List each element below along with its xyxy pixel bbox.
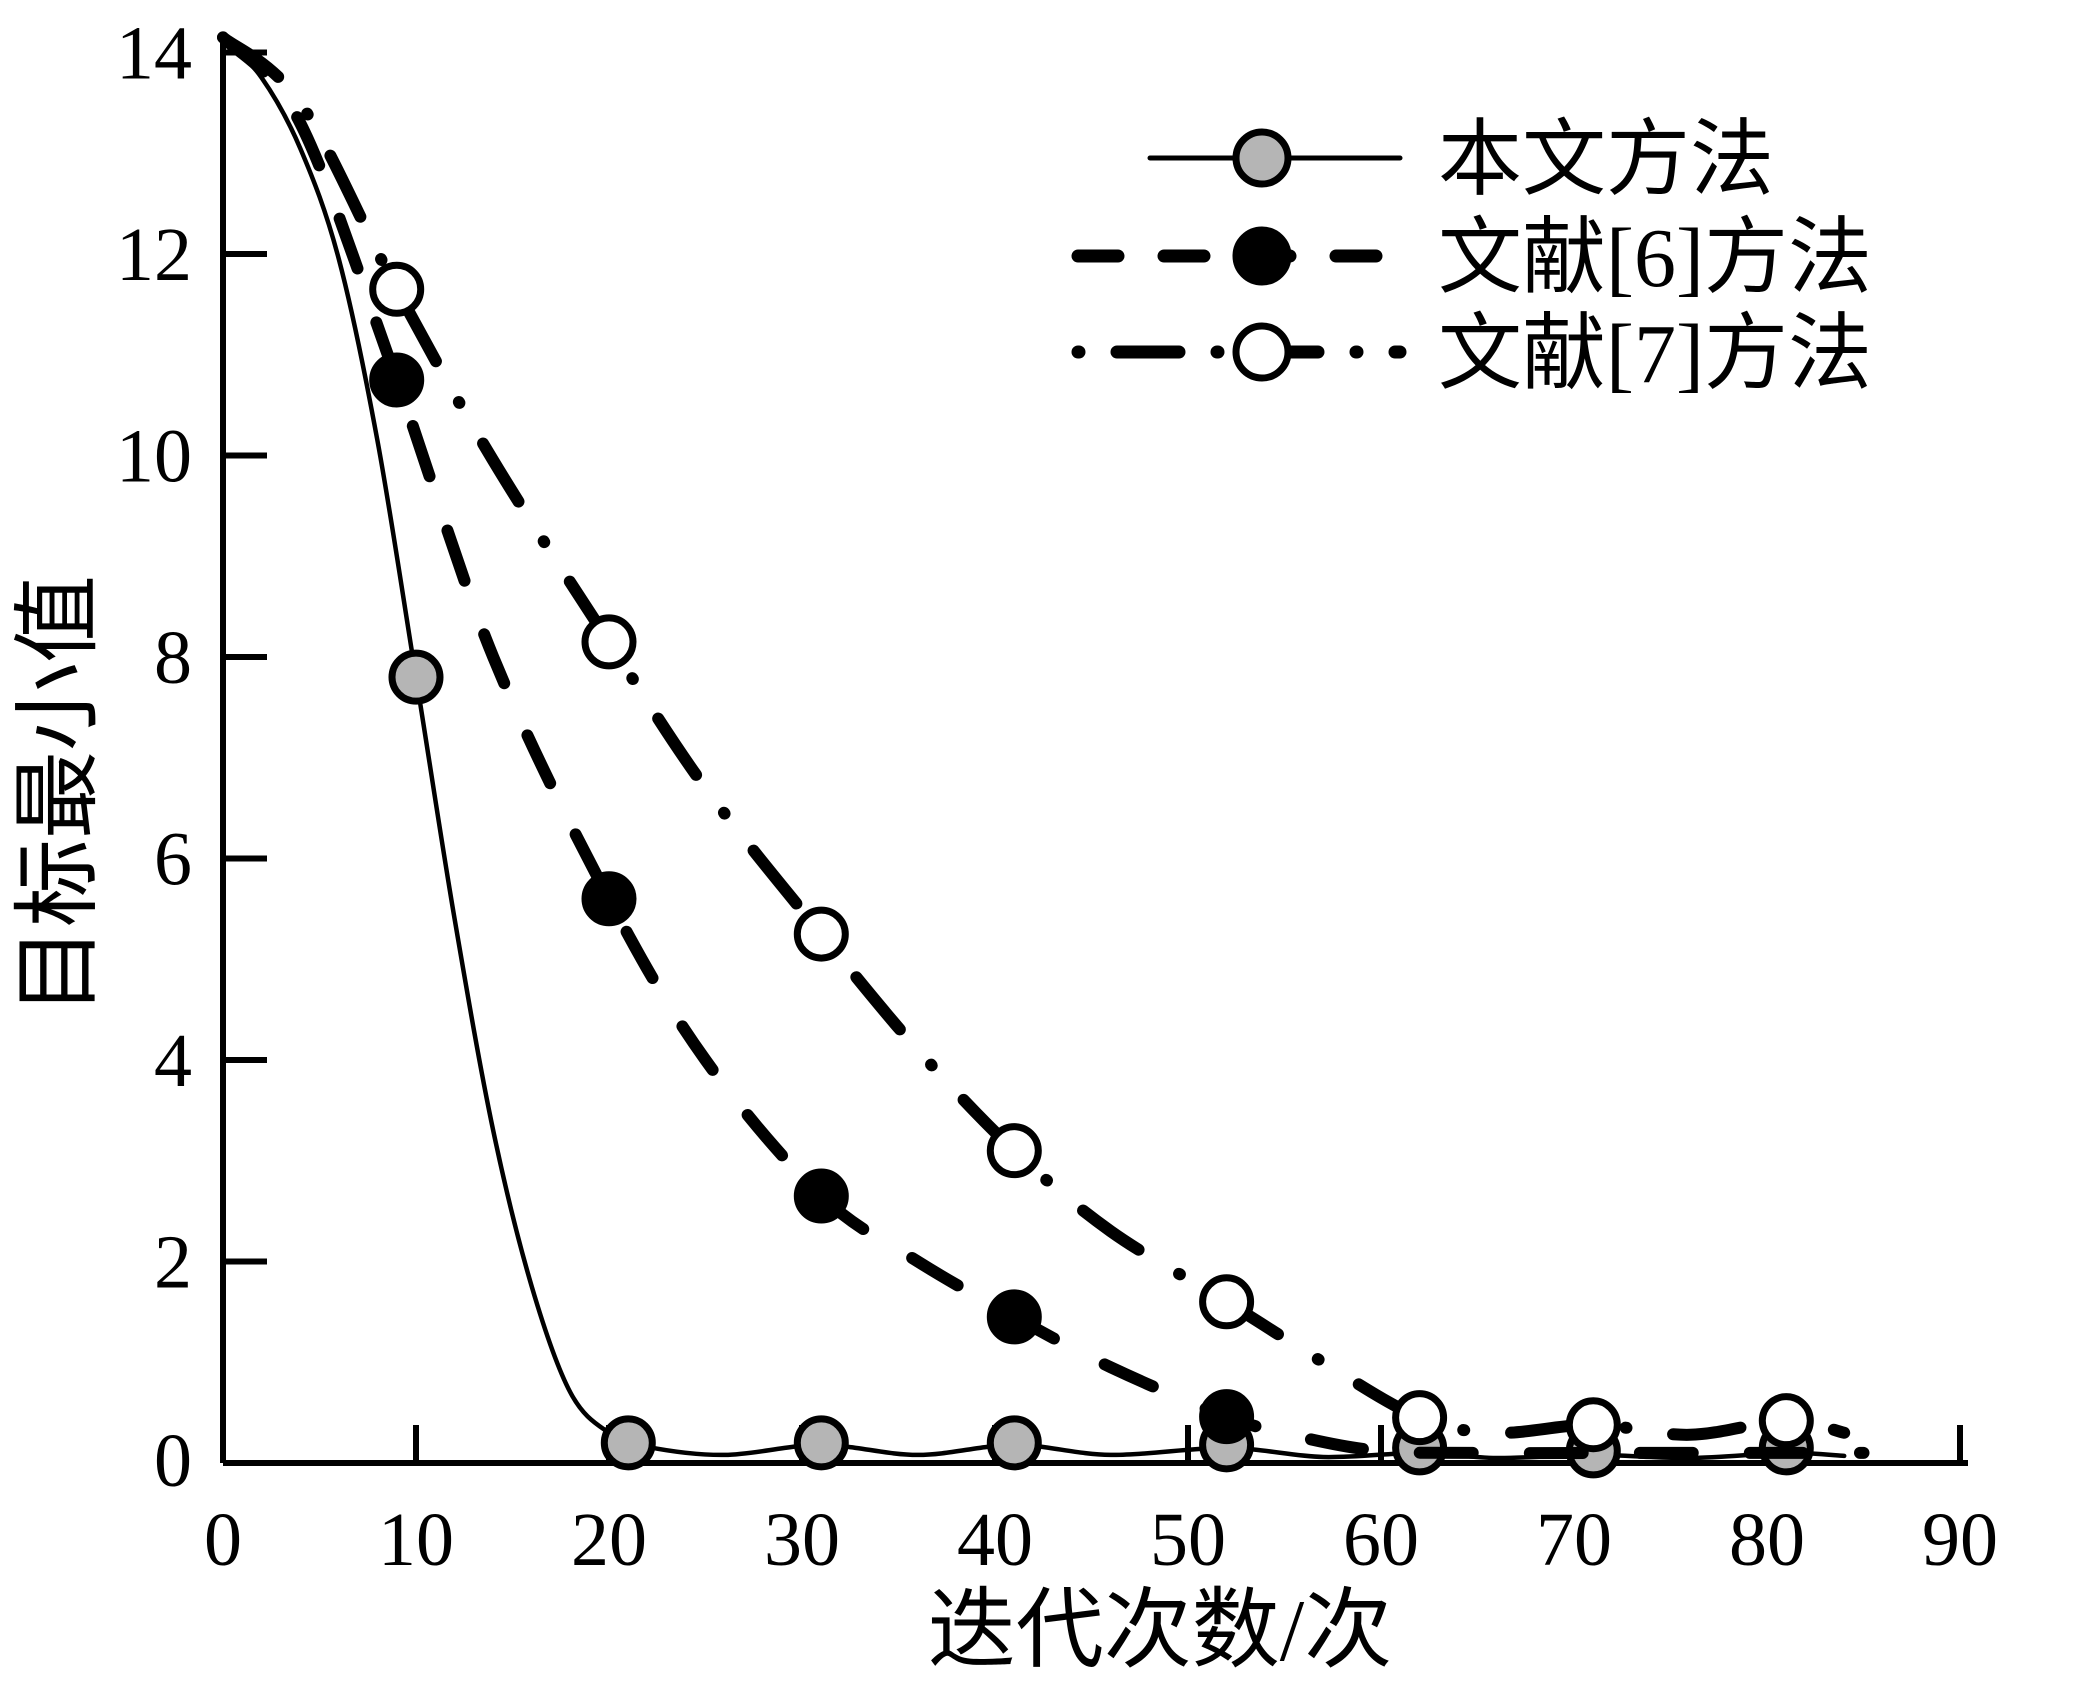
series-2-marker xyxy=(1199,1274,1255,1330)
legend-marker-1 xyxy=(1232,226,1292,286)
x-tick-label: 0 xyxy=(204,1498,242,1582)
y-axis-title: 目标最小值 xyxy=(11,575,108,1015)
y-tick-label: 2 xyxy=(154,1221,192,1305)
axes xyxy=(220,38,1968,1466)
legend-label-1: 文献[6]方法 xyxy=(1438,212,1872,305)
series-2-marker xyxy=(1565,1397,1621,1453)
y-tick-label: 12 xyxy=(116,213,192,297)
legend-marker-2 xyxy=(1232,322,1292,382)
series-1-marker xyxy=(369,352,425,408)
series-2-marker xyxy=(793,906,849,962)
series-1-marker xyxy=(793,1168,849,1224)
series-2-marker xyxy=(986,1123,1042,1179)
series-0-marker xyxy=(600,1415,656,1471)
series-0-marker xyxy=(388,649,444,705)
legend-item-0: 本文方法 xyxy=(1147,114,1774,207)
series-0-marker xyxy=(793,1415,849,1471)
x-tick-label: 70 xyxy=(1536,1498,1612,1582)
x-axis-title: 迭代次数/次 xyxy=(928,1583,1392,1680)
x-tick-label: 20 xyxy=(571,1498,647,1582)
series-1-marker xyxy=(581,871,637,927)
y-tick-label: 6 xyxy=(154,818,192,902)
series-2-marker xyxy=(581,614,637,670)
series-2-marker xyxy=(1392,1390,1448,1446)
tick-labels: 0 10 20 30 40 50 60 70 80 90 0 2 4 6 8 10 12 14 xyxy=(116,12,1998,1583)
series-2-marker xyxy=(1758,1393,1814,1449)
legend-item-2: 文献[7]方法 xyxy=(1071,308,1872,401)
series-0-marker xyxy=(986,1415,1042,1471)
x-tick-label: 60 xyxy=(1343,1498,1419,1582)
series-1-marker xyxy=(1199,1389,1255,1445)
series-1-marker xyxy=(986,1289,1042,1345)
y-tick-label: 0 xyxy=(154,1419,192,1503)
series-1 xyxy=(217,31,1870,1460)
series-2-line xyxy=(217,31,1851,1441)
legend-label-0: 本文方法 xyxy=(1438,114,1774,207)
x-tick-label: 50 xyxy=(1150,1498,1226,1582)
y-tick-label: 4 xyxy=(154,1019,192,1103)
series-1-line xyxy=(217,31,1870,1460)
legend-label-2: 文献[7]方法 xyxy=(1438,308,1872,401)
x-tick-label: 90 xyxy=(1922,1498,1998,1582)
x-tick-label: 80 xyxy=(1729,1498,1805,1582)
y-tick-label: 8 xyxy=(154,616,192,700)
legend-marker-0 xyxy=(1232,128,1292,188)
y-tick-label: 10 xyxy=(116,415,192,499)
series-2 xyxy=(217,31,1851,1453)
x-tick-label: 40 xyxy=(957,1498,1033,1582)
x-tick-label: 30 xyxy=(764,1498,840,1582)
legend-item-1: 文献[6]方法 xyxy=(1071,212,1872,305)
series-2-marker xyxy=(369,261,425,317)
x-tick-label: 10 xyxy=(378,1498,454,1582)
y-tick-label: 14 xyxy=(116,12,192,96)
